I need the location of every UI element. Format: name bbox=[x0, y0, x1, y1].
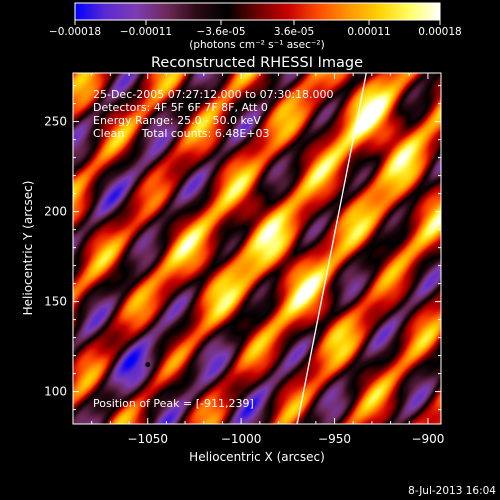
peak-marker bbox=[145, 362, 151, 368]
annotation-detectors: Detectors: 4F 5F 6F 7F 8F, Att 0 bbox=[93, 101, 268, 114]
annotations: 25-Dec-2005 07:27:12.000 to 07:30:18.000… bbox=[93, 88, 334, 410]
x-tick-label: −1050 bbox=[127, 432, 168, 446]
y-tick-label: 150 bbox=[44, 295, 67, 309]
y-axis-ticks: 100 150 200 250 bbox=[44, 85, 441, 411]
annotation-time-range: 25-Dec-2005 07:27:12.000 to 07:30:18.000 bbox=[93, 88, 334, 101]
y-tick-label: 100 bbox=[44, 385, 67, 399]
solar-limb-line bbox=[296, 73, 367, 424]
x-tick-label: −950 bbox=[318, 432, 351, 446]
colorbar-unit-label: (photons cm⁻² s⁻¹ asec⁻²) bbox=[189, 39, 324, 51]
colorbar: −0.00018 −0.00011 −3.6e-05 3.6e-05 0.00011 0.… bbox=[49, 2, 462, 51]
x-tick-label: −1000 bbox=[221, 432, 262, 446]
heatmap-image bbox=[73, 73, 441, 424]
annotation-clean-counts: Clean Total counts: 6.48E+03 bbox=[93, 127, 270, 140]
colorbar-tick-label: 0.00011 bbox=[347, 26, 390, 38]
annotation-energy-range: Energy Range: 25.0 - 50.0 keV bbox=[93, 114, 261, 127]
footer-timestamp: 8-Jul-2013 16:04 bbox=[408, 485, 496, 497]
colorbar-tick-label: −0.00018 bbox=[49, 26, 101, 38]
colorbar-tick-label: −3.6e-05 bbox=[196, 26, 245, 38]
colorbar-gradient bbox=[74, 2, 441, 21]
x-tick-label: −900 bbox=[411, 432, 444, 446]
y-tick-label: 250 bbox=[44, 115, 67, 129]
y-axis-label: Heliocentric Y (arcsec) bbox=[21, 181, 35, 316]
colorbar-ticks: −0.00018 −0.00011 −3.6e-05 3.6e-05 0.00011 0.… bbox=[49, 20, 462, 38]
y-tick-label: 200 bbox=[44, 205, 67, 219]
colorbar-tick-label: 0.00018 bbox=[418, 26, 461, 38]
colorbar-tick-label: 3.6e-05 bbox=[274, 26, 314, 38]
plot-area bbox=[72, 72, 442, 425]
x-axis-ticks: −1050 −1000 −950 −900 bbox=[91, 73, 444, 446]
plot-frame bbox=[72, 72, 442, 425]
annotation-peak-position: Position of Peak = [-911,239] bbox=[93, 397, 254, 410]
colorbar-tick-label: −0.00011 bbox=[120, 26, 172, 38]
chart-title: Reconstructed RHESSI Image bbox=[151, 55, 363, 71]
x-axis-label: Heliocentric X (arcsec) bbox=[189, 450, 325, 464]
